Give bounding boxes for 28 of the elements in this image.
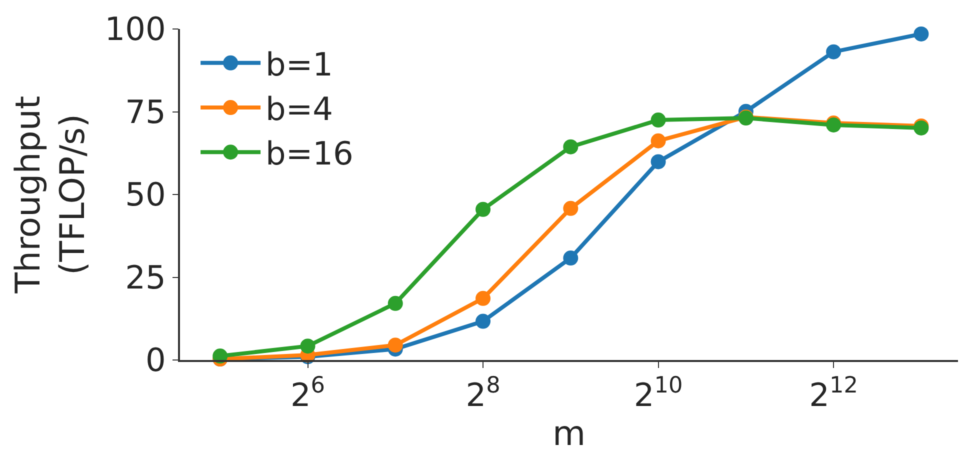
point (650, 133, 666, 148)
point (563, 200, 578, 216)
x-tick-label: 2$^{8}$ (466, 372, 500, 414)
legend-label: b=16 (266, 134, 354, 173)
x-tick-label: 2$^{10}$ (634, 372, 683, 414)
x-tick-label: 2$^{12}$ (809, 372, 858, 414)
point (388, 338, 403, 353)
y-tick-label: 0 (145, 341, 166, 380)
y-tick-label: 25 (125, 258, 166, 296)
y-tick-label: 50 (125, 176, 166, 214)
legend-label: b=1 (266, 45, 334, 84)
point (563, 139, 578, 154)
point (300, 338, 316, 354)
point (650, 154, 666, 170)
point (650, 112, 666, 128)
y-tick-label: 100 (104, 10, 166, 48)
y-axis-title: Throughput (TFLOP/s) (8, 96, 93, 294)
point (476, 290, 491, 306)
point (914, 26, 929, 42)
legend-label: b=4 (266, 90, 334, 128)
y-tick-label: 75 (125, 92, 166, 131)
point (476, 314, 491, 329)
point (826, 44, 842, 60)
x-axis-title: m (552, 414, 586, 454)
point (476, 202, 491, 217)
point (563, 250, 578, 266)
point (388, 296, 403, 311)
x-tick-label: 2$^{6}$ (290, 372, 326, 414)
